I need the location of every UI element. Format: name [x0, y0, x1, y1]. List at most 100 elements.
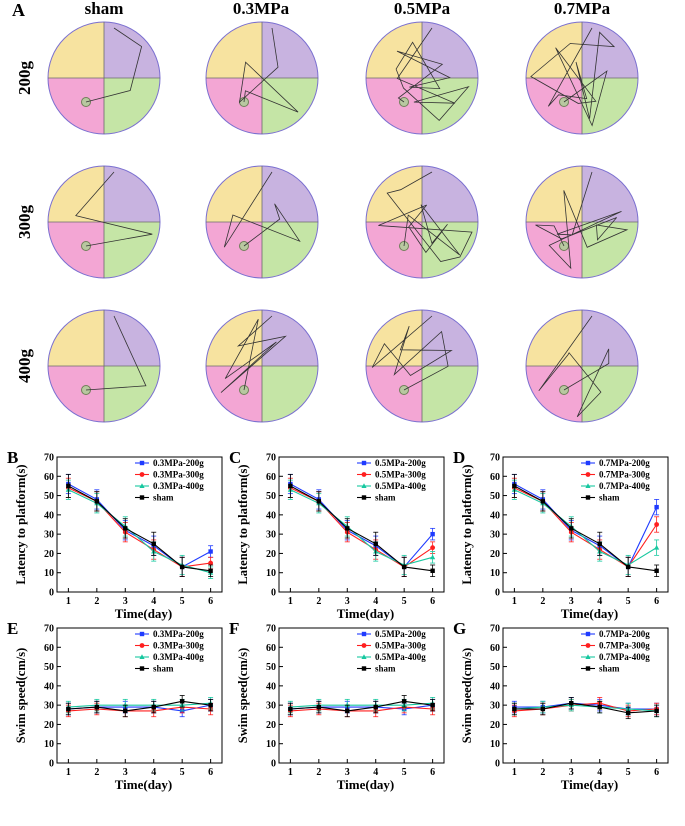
y-tick-label: 70 [490, 453, 500, 464]
panel-letter: C [229, 448, 241, 467]
x-tick-label: 3 [123, 596, 128, 607]
legend-marker [585, 495, 591, 500]
y-tick-label: 50 [266, 491, 276, 502]
maze-400g-sham [47, 309, 161, 423]
data-point [208, 549, 213, 554]
plot-frame [502, 627, 669, 764]
x-tick-label: 1 [288, 767, 293, 778]
series-line [514, 483, 658, 568]
maze-400g-0.5MPa [365, 309, 479, 423]
x-tick-label: 3 [345, 596, 350, 607]
quadrant-se [582, 366, 638, 422]
y-tick-label: 50 [44, 662, 54, 673]
data-point [569, 526, 574, 531]
x-tick-label: 4 [373, 767, 378, 778]
col-header-0.7mpa: 0.7MPa [554, 0, 611, 18]
quadrant-nw [48, 310, 104, 366]
legend-marker [361, 472, 367, 477]
y-tick-label: 30 [44, 701, 54, 712]
series-sham [287, 695, 436, 718]
series-sham [287, 473, 436, 577]
swim-track [378, 171, 473, 262]
x-axis-title: Time(day) [337, 606, 395, 621]
series-0.5MPa-300g [287, 477, 436, 577]
legend-marker [585, 643, 591, 648]
series-sham [65, 473, 214, 577]
data-point [597, 541, 602, 546]
x-tick-label: 1 [288, 596, 293, 607]
data-point [401, 564, 407, 570]
series-0.7MPa-300g [511, 477, 660, 577]
data-point [345, 708, 350, 714]
y-tick-label: 40 [266, 681, 276, 692]
quadrant-se [422, 222, 478, 278]
series-line [68, 485, 211, 572]
x-tick-label: 4 [597, 767, 602, 778]
y-tick-label: 0 [495, 588, 500, 599]
quadrant-se [262, 366, 318, 422]
x-tick-label: 1 [512, 596, 517, 607]
data-point [430, 568, 435, 573]
quadrant-nw [526, 22, 582, 78]
legend-label: 0.7MPa-300g [599, 470, 650, 480]
legend-marker [585, 654, 591, 659]
x-tick-label: 1 [66, 767, 71, 778]
legend-label: 0.5MPa-400g [375, 652, 426, 662]
legend-marker [585, 483, 591, 488]
data-point [430, 545, 436, 551]
maze-300g-0.7MPa [525, 165, 639, 279]
series-line [290, 489, 433, 566]
data-point [316, 704, 322, 710]
series-line [514, 702, 657, 714]
quadrant-sw [526, 78, 582, 134]
data-point [179, 699, 185, 704]
x-axis-title: Time(day) [115, 606, 173, 621]
legend-marker [139, 483, 145, 488]
x-tick-label: 5 [402, 767, 407, 778]
legend-label: sham [375, 664, 396, 674]
quadrant-se [262, 78, 318, 134]
quadrant-sw [206, 366, 262, 422]
plot-frame [278, 456, 445, 593]
series-sham [511, 697, 660, 720]
legend-label: 0.7MPa-200g [599, 458, 650, 468]
legend-label: 0.7MPa-200g [599, 629, 650, 639]
y-tick-label: 10 [266, 568, 276, 579]
swim-track [85, 27, 143, 103]
y-tick-label: 70 [266, 624, 276, 635]
series-line [514, 485, 657, 572]
x-tick-label: 3 [123, 767, 128, 778]
y-tick-label: 50 [266, 662, 276, 673]
data-point [430, 531, 435, 537]
series-line [68, 702, 211, 708]
data-point [512, 706, 517, 712]
data-point [151, 541, 156, 546]
plot-frame [278, 627, 445, 764]
row-header-300g: 300g [15, 205, 34, 240]
legend-label: 0.3MPa-300g [153, 470, 204, 480]
quadrant-se [422, 78, 478, 134]
legend-marker [361, 483, 367, 488]
panel-a-maze-tracks: A sham 0.3MPa 0.5MPa 0.7MPa 200g 300g 40… [12, 0, 639, 423]
x-tick-label: 6 [430, 767, 435, 778]
x-tick-label: 4 [151, 596, 156, 607]
data-point [625, 564, 631, 570]
legend-label: sham [375, 493, 396, 503]
data-point [569, 701, 574, 706]
quadrant-se [104, 366, 160, 422]
data-point [625, 710, 631, 716]
y-tick-label: 70 [44, 624, 54, 635]
swim-track [223, 171, 301, 248]
series-line [290, 706, 433, 712]
legend-label: 0.5MPa-300g [375, 470, 426, 480]
maze-300g-0.3MPa [205, 165, 319, 279]
quadrant-se [422, 366, 478, 422]
x-tick-label: 4 [151, 767, 156, 778]
col-header-sham: sham [85, 0, 124, 18]
x-tick-label: 6 [654, 596, 659, 607]
data-point [123, 708, 128, 714]
x-axis-title: Time(day) [115, 777, 173, 792]
maze-200g-0.3MPa [205, 21, 319, 135]
y-tick-label: 30 [266, 701, 276, 712]
